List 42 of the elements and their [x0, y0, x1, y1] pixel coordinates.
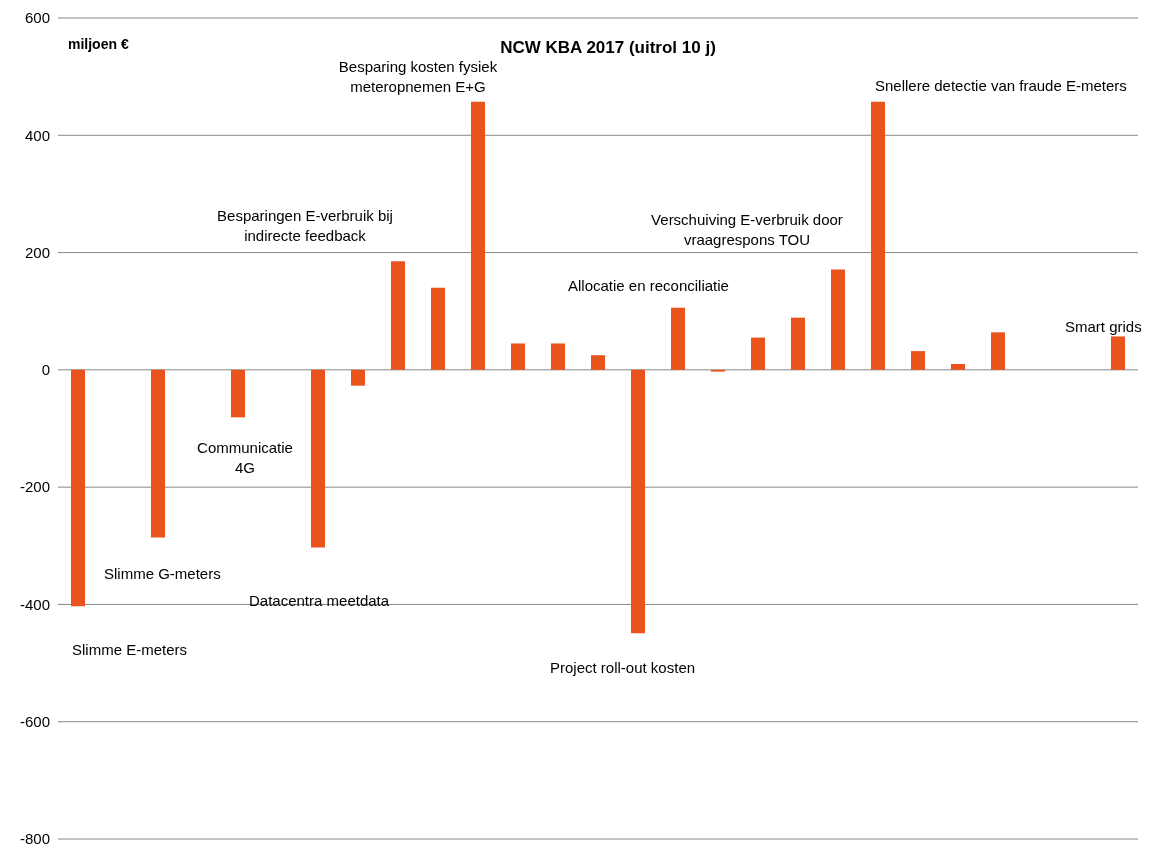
- bar: [671, 307, 685, 370]
- annotation: Besparing kosten fysiek meteropnemen E+G: [337, 57, 499, 97]
- bar: [871, 101, 885, 370]
- bar: [911, 351, 925, 370]
- annotation: Datacentra meetdata: [249, 591, 391, 611]
- y-tick-label: 0: [41, 361, 50, 379]
- bar: [791, 317, 805, 370]
- bar: [311, 369, 325, 548]
- y-tick-label: -800: [19, 830, 50, 848]
- bar: [591, 355, 605, 370]
- annotation: Snellere detectie van fraude E-meters: [875, 76, 1128, 96]
- y-axis-title: miljoen €: [68, 36, 129, 52]
- bar: [831, 269, 845, 370]
- y-tick-label: -600: [19, 713, 50, 731]
- annotation: Verschuiving E-verbruik door vraagrespons TOU: [650, 210, 844, 250]
- bar: [631, 369, 645, 634]
- bar: [1111, 336, 1125, 370]
- bar: [231, 369, 245, 418]
- y-tick-label: -400: [19, 595, 50, 613]
- annotation: Project roll-out kosten: [550, 658, 697, 678]
- annotation: Communicatie 4G: [196, 438, 294, 478]
- annotation: Allocatie en reconciliatie: [568, 276, 730, 296]
- y-tick-label: 200: [24, 243, 50, 261]
- y-tick-label: 600: [24, 9, 50, 27]
- bar: [511, 343, 525, 370]
- annotation: Smart grids: [1065, 317, 1143, 337]
- y-tick-label: -200: [19, 478, 50, 496]
- annotation: Slimme G-meters: [104, 564, 222, 584]
- bar: [71, 369, 85, 607]
- annotation: Slimme E-meters: [72, 640, 188, 660]
- bar: [431, 287, 445, 370]
- bar: [551, 343, 565, 370]
- text: NCW KBA 2017 (uitrol 10 j): [500, 38, 716, 57]
- bar: [471, 101, 485, 370]
- y-tick-label: 400: [24, 126, 50, 144]
- bar: [991, 332, 1005, 370]
- bar: [151, 369, 165, 538]
- bar: [351, 369, 365, 386]
- annotation: Besparingen E-verbruik bij indirecte feedback: [216, 206, 394, 246]
- bar: [391, 261, 405, 370]
- bar: [951, 363, 965, 370]
- bar: [751, 337, 765, 370]
